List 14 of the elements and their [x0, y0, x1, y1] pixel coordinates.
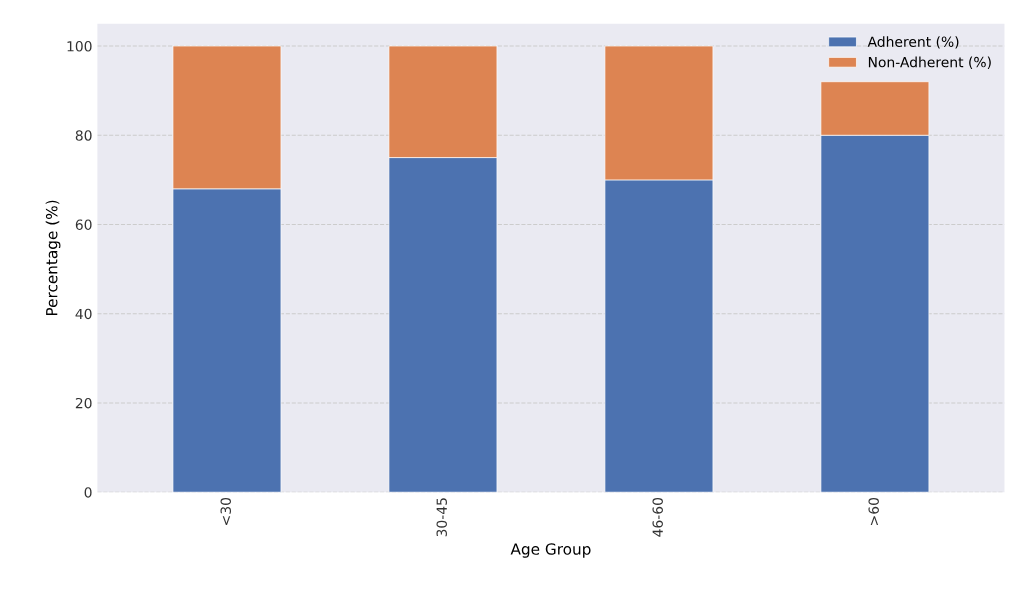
- y-tick-label: 20: [75, 397, 92, 409]
- y-axis-title: Percentage (%): [45, 200, 61, 316]
- x-tick-label: 46-60: [652, 497, 663, 537]
- y-tick-label: 100: [67, 41, 92, 52]
- y-tick-label: 0: [84, 487, 92, 498]
- x-axis-title: Age Group: [510, 543, 591, 558]
- legend-label: Adherent (%): [867, 36, 959, 49]
- legend-label: Non-Adherent (%): [868, 56, 991, 69]
- x-tick-label: <30: [220, 497, 231, 525]
- x-tick-label: 30-45: [436, 498, 447, 537]
- y-tick-label: 40: [75, 308, 92, 320]
- y-tick-label: 60: [75, 219, 92, 230]
- y-tick-label: 80: [75, 130, 92, 141]
- x-tick-label: >60: [868, 497, 879, 525]
